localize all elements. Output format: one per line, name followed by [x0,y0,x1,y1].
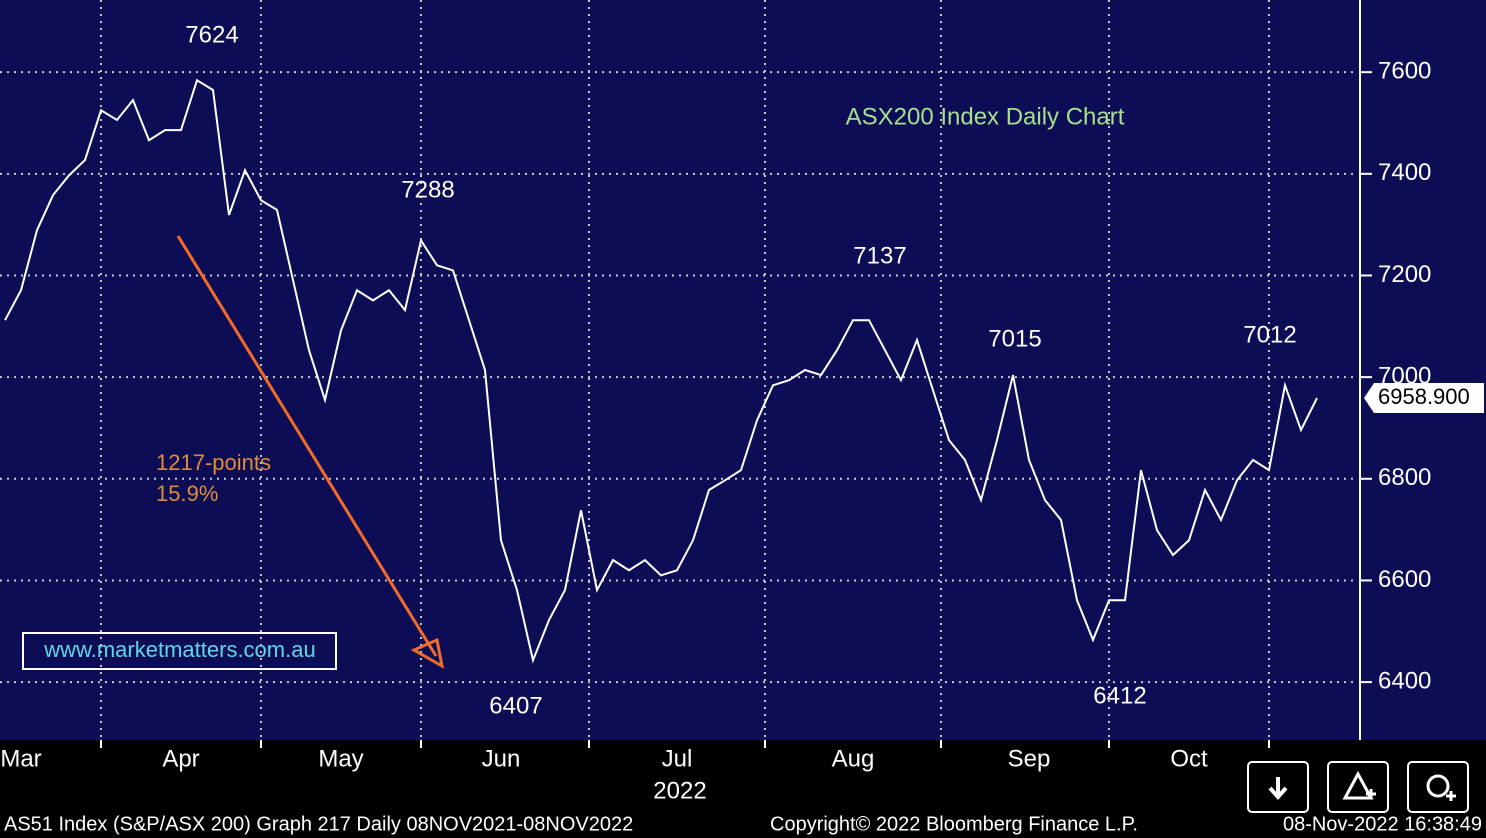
peak-label: 7288 [401,176,454,203]
last-price-label: 6958.900 [1378,384,1470,409]
arrow-head [410,637,445,669]
peak-label: 7015 [988,325,1041,352]
footer-center: Copyright© 2022 Bloomberg Finance L.P. [770,813,1138,835]
plot-background [0,0,1486,740]
x-tick-label: Aug [832,745,875,772]
chart-title: ASX200 Index Daily Chart [846,103,1125,130]
peak-label: 6407 [489,692,542,719]
x-tick-label: Jun [482,745,521,772]
watermark-box [22,632,337,670]
download-button[interactable] [1247,761,1309,813]
annotate-button[interactable] [1327,761,1389,813]
x-tick-label: Oct [1170,745,1208,772]
grid [0,0,1358,740]
settings-button[interactable] [1407,761,1469,813]
price-line [4,78,1318,664]
y-tick-label: 6800 [1378,464,1431,491]
last-price-box [1364,383,1484,414]
footer-left: AS51 Index (S&P/ASX 200) Graph 217 Daily… [4,813,633,835]
peak-label: 7137 [853,242,906,269]
peak-label: 7624 [185,21,238,48]
arrow [176,235,438,657]
y-tick-label: 7200 [1378,261,1431,288]
x-tick-label: May [318,745,363,772]
y-tick-label: 7400 [1378,159,1431,186]
watermark: www.marketmatters.com.au [43,637,315,662]
move-percent: 15.9% [156,481,218,506]
y-tick-label: 6600 [1378,566,1431,593]
x-tick-label: Sep [1008,745,1051,772]
y-tick-label: 7600 [1378,58,1431,85]
x-tick-label: Apr [162,745,199,772]
y-tick-label: 6400 [1378,667,1431,694]
move-points: 1217-points [156,450,271,475]
year-label: 2022 [653,777,706,804]
peak-label: 6412 [1093,682,1146,709]
peak-label: 7012 [1243,321,1296,348]
x-tick-label: Jul [662,745,693,772]
x-tick-label: Mar [0,745,41,772]
footer-right: 08-Nov-2022 16:38:49 [1283,813,1482,835]
